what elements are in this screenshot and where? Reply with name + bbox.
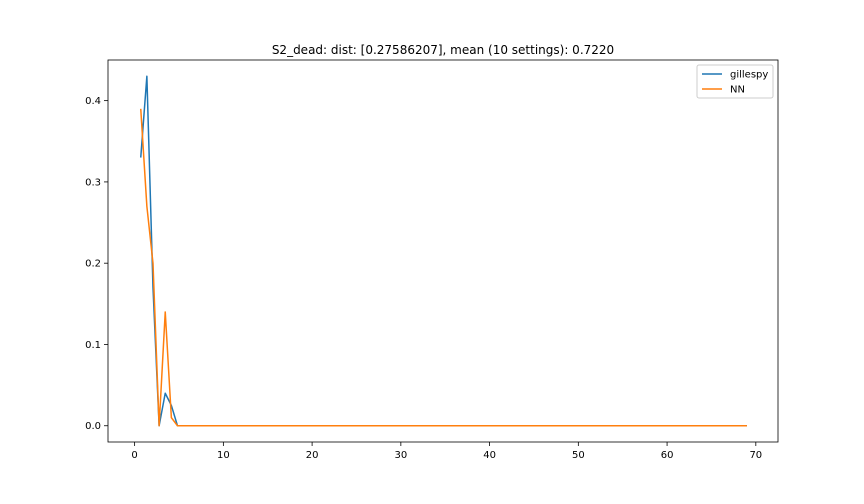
y-tick-label: 0.2 <box>85 259 101 270</box>
x-tick-label: 50 <box>572 450 585 461</box>
legend-label-nn: NN <box>730 85 745 96</box>
x-tick-label: 40 <box>483 450 496 461</box>
x-tick-label: 60 <box>661 450 674 461</box>
legend-label-gillespy: gillespy <box>730 70 768 81</box>
x-tick-label: 30 <box>394 450 407 461</box>
y-tick-label: 0.0 <box>85 421 101 432</box>
x-tick-label: 0 <box>131 450 137 461</box>
series-lines <box>140 75 747 427</box>
x-tick-label: 70 <box>749 450 762 461</box>
series-line-gillespy <box>140 75 747 427</box>
x-tick-label: 10 <box>217 450 230 461</box>
legend: gillespy NN <box>696 64 774 99</box>
series-line-nn <box>140 108 747 427</box>
y-tick-label: 0.3 <box>85 177 101 188</box>
x-tick-label: 20 <box>306 450 319 461</box>
y-tick-label: 0.1 <box>85 340 101 351</box>
plot-area <box>107 59 779 443</box>
axes-ticks: 0 10 20 30 40 50 60 70 0.0 0.1 0.2 0.3 0.4 <box>85 96 762 461</box>
chart-title: S2_dead: dist: [0.27586207], mean (10 se… <box>272 43 614 57</box>
y-tick-label: 0.4 <box>85 96 101 107</box>
